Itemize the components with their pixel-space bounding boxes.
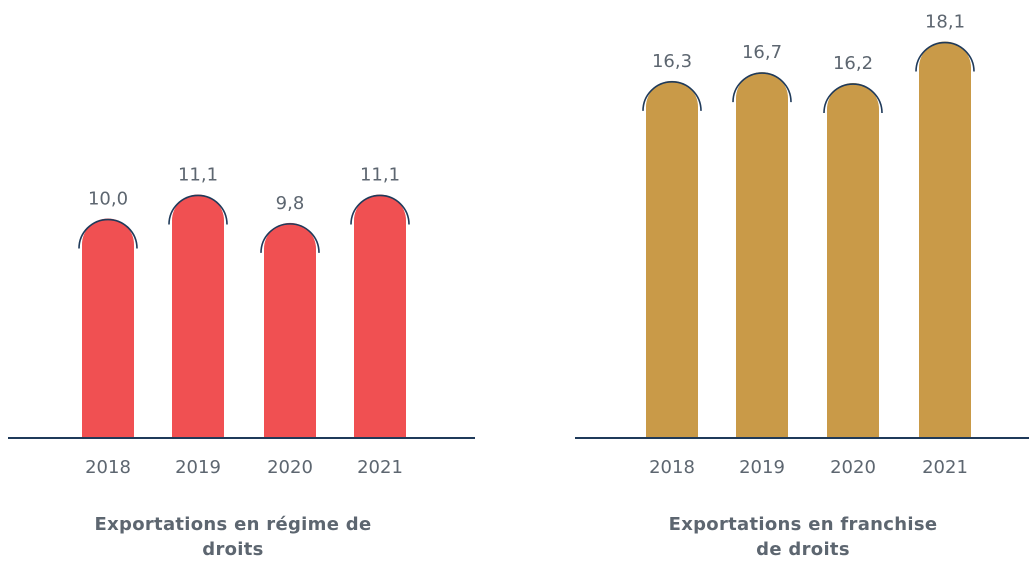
bar-cap-outline bbox=[915, 41, 975, 72]
x-tick-label: 2018 bbox=[85, 457, 131, 478]
value-label: 18,1 bbox=[925, 12, 965, 33]
value-label: 16,3 bbox=[652, 51, 692, 72]
x-tick-label: 2018 bbox=[649, 457, 695, 478]
value-label: 10,0 bbox=[88, 189, 128, 210]
bar-cap-outline bbox=[78, 218, 138, 249]
value-label: 16,7 bbox=[742, 42, 782, 63]
bar bbox=[354, 194, 406, 437]
chart-title: Exportations en régime de droits bbox=[94, 514, 372, 560]
chart-title: Exportations en franchise de droits bbox=[668, 514, 938, 560]
bar-cap-outline bbox=[168, 194, 228, 225]
value-label: 16,2 bbox=[833, 53, 873, 74]
bar bbox=[736, 72, 788, 437]
value-label: 9,8 bbox=[276, 193, 305, 214]
bar bbox=[82, 218, 134, 437]
value-label: 11,1 bbox=[178, 164, 218, 185]
bar-cap-outline bbox=[350, 194, 410, 225]
bar bbox=[646, 80, 698, 437]
bar-cap-outline bbox=[823, 83, 883, 114]
x-tick-label: 2020 bbox=[830, 457, 876, 478]
bar-cap-outline bbox=[732, 72, 792, 103]
bar bbox=[919, 41, 971, 437]
bar bbox=[827, 83, 879, 437]
value-label: 11,1 bbox=[360, 164, 400, 185]
x-tick-label: 2019 bbox=[739, 457, 785, 478]
bar-cap-outline bbox=[260, 223, 320, 253]
x-tick-label: 2020 bbox=[267, 457, 313, 478]
bar-cap-outline bbox=[642, 81, 702, 111]
x-tick-label: 2019 bbox=[175, 457, 221, 478]
bar bbox=[172, 194, 225, 437]
x-tick-label: 2021 bbox=[357, 457, 403, 478]
bar bbox=[264, 222, 316, 437]
x-tick-label: 2021 bbox=[922, 457, 968, 478]
